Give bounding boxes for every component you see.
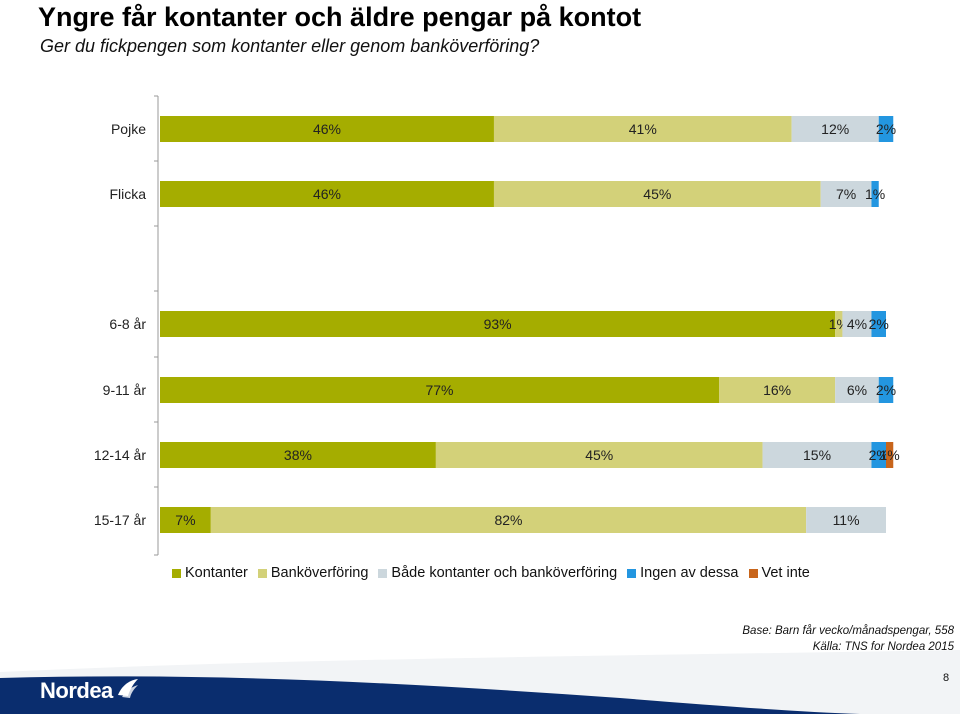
data-label: 38% <box>284 447 312 463</box>
category-label: 12-14 år <box>94 447 146 463</box>
bar-segment <box>791 116 879 142</box>
bar-segment <box>719 377 836 403</box>
category-label: 9-11 år <box>103 382 147 398</box>
base-note: Base: Barn får vecko/månadspengar, 558 <box>742 625 954 637</box>
bar-segment <box>886 442 894 468</box>
legend-label: Både kontanter och banköverföring <box>391 565 618 581</box>
data-label: 15% <box>803 447 831 463</box>
legend-swatch <box>257 568 267 578</box>
legend-label: Banköverföring <box>270 565 369 581</box>
page-subtitle: Ger du fickpengen som kontanter eller ge… <box>40 36 540 56</box>
bar-segment <box>842 311 872 337</box>
legend-item: Kontanter <box>172 565 248 581</box>
legend-swatch <box>378 568 388 578</box>
legend-label: Kontanter <box>185 565 248 581</box>
page-number: 8 <box>943 672 950 684</box>
legend-swatch <box>627 568 637 578</box>
data-label: 93% <box>484 316 512 332</box>
bar-segment <box>160 442 436 468</box>
source-note: Källa: TNS for Nordea 2015 <box>812 641 954 653</box>
data-label: 45% <box>585 447 613 463</box>
data-label: 82% <box>494 512 522 528</box>
bar-segment <box>806 507 886 533</box>
data-label: 1% <box>880 447 900 463</box>
bar-segment <box>878 377 894 403</box>
data-label: 2% <box>876 382 896 398</box>
bar-segment <box>160 181 494 207</box>
chart-legend: Kontanter Banköverföring Både kontanter oc… <box>172 565 820 581</box>
bar-segment <box>493 116 792 142</box>
legend-item: Banköverföring <box>257 565 369 581</box>
legend-swatch <box>172 568 181 578</box>
bar-segment <box>160 507 211 533</box>
data-label: 7% <box>175 512 195 528</box>
data-label: 46% <box>313 186 341 202</box>
legend-item: Vet inte <box>748 565 810 581</box>
data-label: 16% <box>763 382 791 398</box>
category-label: Flicka <box>109 186 146 202</box>
bar-segment <box>160 311 836 337</box>
bar-segment <box>835 311 843 337</box>
bar-segment <box>435 442 763 468</box>
nordea-logo: Nordea <box>40 678 140 704</box>
data-label: 11% <box>833 512 860 528</box>
data-label: 77% <box>425 382 453 398</box>
category-label: Pojke <box>111 121 146 137</box>
category-label: 15-17 år <box>94 512 146 528</box>
category-label: 6-8 år <box>109 316 146 332</box>
footer-wave <box>0 650 960 714</box>
data-label: 6% <box>847 382 867 398</box>
bar-segment <box>835 377 879 403</box>
footer-note: Base: Barn får vecko/månadspengar, 558 K… <box>742 623 954 655</box>
page-title: Yngre får kontanter och äldre pengar på … <box>38 2 642 32</box>
bar-segment <box>210 507 807 533</box>
data-label: 2% <box>869 316 889 332</box>
legend-label: Ingen av dessa <box>640 565 739 581</box>
logo-wing-icon <box>117 679 138 698</box>
bar-segment <box>493 181 821 207</box>
legend-item: Ingen av dessa <box>627 565 739 581</box>
legend-swatch <box>748 568 758 578</box>
data-label: 41% <box>629 121 657 137</box>
bar-segment <box>820 181 872 207</box>
bar-segment <box>878 116 894 142</box>
data-label: 46% <box>313 121 341 137</box>
bar-segment <box>871 181 879 207</box>
bar-segment <box>871 442 886 468</box>
bar-segment <box>871 311 886 337</box>
legend-label: Vet inte <box>761 565 810 581</box>
data-label: 7% <box>836 186 856 202</box>
bar-segment <box>160 116 494 142</box>
data-label: 4% <box>847 316 867 332</box>
data-label: 12% <box>821 121 849 137</box>
bar-segment <box>160 377 720 403</box>
logo-text: Nordea <box>40 678 113 703</box>
data-label: 1% <box>865 186 885 202</box>
data-label: 2% <box>869 447 889 463</box>
legend-item: Både kontanter och banköverföring <box>378 565 617 581</box>
bar-segment <box>762 442 872 468</box>
data-label: 2% <box>876 121 896 137</box>
data-label: 45% <box>643 186 671 202</box>
